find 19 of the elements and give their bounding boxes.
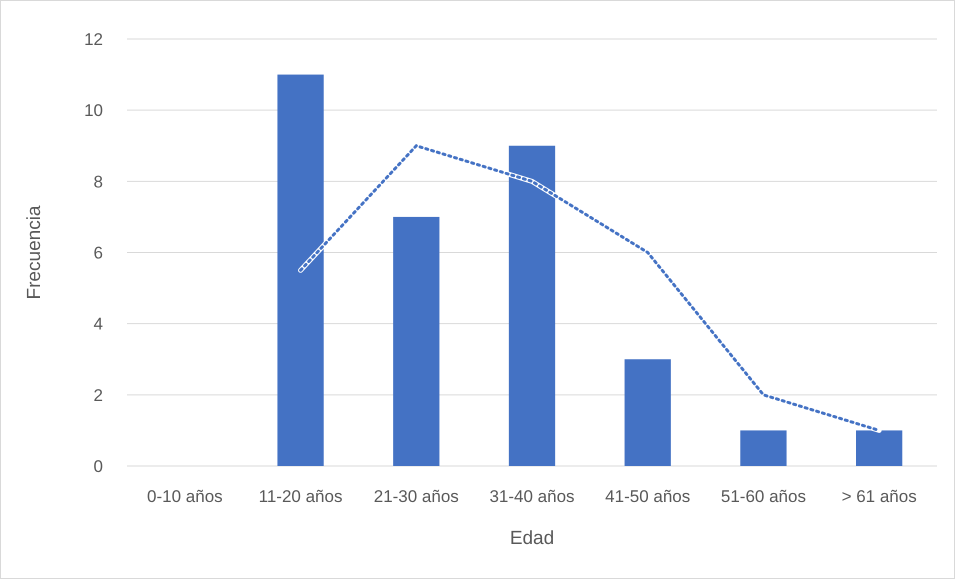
x-tick-label: > 61 años [842,487,917,506]
x-tick-label: 51-60 años [720,487,806,506]
y-tick-label: 2 [94,386,103,405]
y-tick-label: 6 [94,243,103,262]
y-tick-label: 10 [84,101,103,120]
y-tick-label: 0 [94,456,103,476]
y-tick-label: 8 [94,172,103,192]
x-tick-label: 31-40 años [489,487,575,506]
bar [624,359,671,466]
y-tick-label: 4 [94,314,103,334]
x-tick-label: 41-50 años [605,487,690,506]
x-tick-label: 0-10 años [147,487,223,506]
bar [393,216,440,466]
x-axis-title: Edad [510,528,554,549]
y-tick-label: 12 [84,30,103,49]
y-axis-title: Frecuencia [24,205,45,300]
bar [740,430,787,466]
x-tick-label: 21-30 años [374,487,459,506]
x-tick-label: 11-20 años [258,487,342,506]
